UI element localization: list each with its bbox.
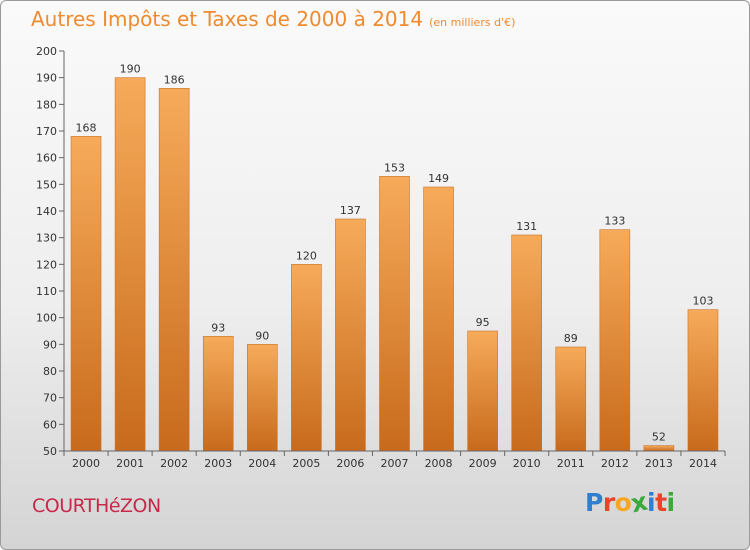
x-tick-label: 2007 — [381, 457, 409, 470]
bar-value-label: 120 — [296, 249, 317, 262]
bar-value-label: 93 — [211, 321, 225, 334]
bar-value-label: 103 — [692, 295, 713, 308]
chart-title-text: Autres Impôts et Taxes de 2000 à 2014 — [31, 7, 424, 31]
logo-letter: P — [585, 488, 603, 517]
bar-2002 — [158, 88, 190, 452]
x-tick-label: 2008 — [425, 457, 453, 470]
bar-value-label: 153 — [384, 161, 405, 174]
chart-title: Autres Impôts et Taxes de 2000 à 2014 (en… — [31, 7, 515, 31]
bar-value-label: 190 — [120, 63, 141, 76]
y-tick-label: 70 — [43, 392, 57, 405]
chart-unit-note: (en milliers d'€) — [429, 16, 516, 29]
y-tick-label: 90 — [43, 338, 57, 351]
y-tick-label: 160 — [36, 152, 57, 165]
y-tick-label: 170 — [36, 125, 57, 138]
x-tick-label: 2014 — [689, 457, 717, 470]
bar-value-label: 52 — [652, 431, 666, 444]
y-tick-label: 110 — [36, 285, 57, 298]
x-tick-label: 2002 — [160, 457, 188, 470]
x-tick-label: 2010 — [513, 457, 541, 470]
bar-2010 — [511, 234, 543, 452]
y-tick-label: 100 — [36, 312, 57, 325]
y-tick-label: 120 — [36, 258, 57, 271]
x-tick-label: 2005 — [292, 457, 320, 470]
y-tick-label: 130 — [36, 232, 57, 245]
y-tick-label: 200 — [36, 45, 57, 58]
bar-2000 — [70, 136, 102, 452]
y-tick-label: 190 — [36, 72, 57, 85]
x-tick-label: 2012 — [601, 457, 629, 470]
bar-2007 — [379, 176, 410, 452]
y-tick-label: 140 — [36, 205, 57, 218]
bar-value-label: 149 — [428, 172, 449, 185]
y-tick-label: 180 — [36, 98, 57, 111]
bar-2003 — [202, 336, 234, 452]
bar-2005 — [291, 264, 322, 452]
proxiti-logo[interactable]: Proxiti — [585, 487, 676, 519]
x-tick-label: 2003 — [204, 457, 232, 470]
town-name: COURTHéZON — [32, 495, 161, 517]
bar-value-label: 137 — [340, 204, 361, 217]
y-tick-label: 50 — [43, 445, 57, 458]
logo-letter: i — [666, 488, 676, 517]
bar-value-label: 133 — [604, 215, 625, 228]
y-tick-label: 60 — [43, 418, 57, 431]
bar-2012 — [599, 229, 631, 452]
x-tick-label: 2001 — [116, 457, 144, 470]
x-tick-label: 2009 — [469, 457, 497, 470]
y-tick-label: 80 — [43, 365, 57, 378]
y-tick-label: 150 — [36, 178, 57, 191]
bar-value-label: 186 — [164, 73, 185, 86]
logo-letter: i — [647, 488, 656, 517]
bar-2009 — [467, 330, 498, 452]
bar-2008 — [423, 186, 454, 452]
logo-letter: t — [655, 488, 667, 517]
x-tick-label: 2006 — [336, 457, 364, 470]
x-tick-label: 2000 — [72, 457, 100, 470]
x-tick-label: 2004 — [248, 457, 276, 470]
bar-value-label: 89 — [564, 332, 578, 345]
x-tick-label: 2011 — [557, 457, 585, 470]
bar-2004 — [247, 344, 278, 452]
bar-2001 — [114, 77, 146, 452]
logo-letter: r — [602, 488, 615, 517]
bar-2011 — [555, 346, 587, 452]
bar-2006 — [335, 218, 366, 452]
x-tick-label: 2013 — [645, 457, 673, 470]
logo-letter: o — [614, 488, 632, 517]
bar-value-label: 168 — [76, 121, 97, 134]
bar-value-label: 95 — [476, 316, 490, 329]
bar-2014 — [687, 309, 719, 452]
bar-value-label: 131 — [516, 220, 537, 233]
bar-value-label: 90 — [255, 329, 269, 342]
bar-2013 — [643, 445, 675, 452]
